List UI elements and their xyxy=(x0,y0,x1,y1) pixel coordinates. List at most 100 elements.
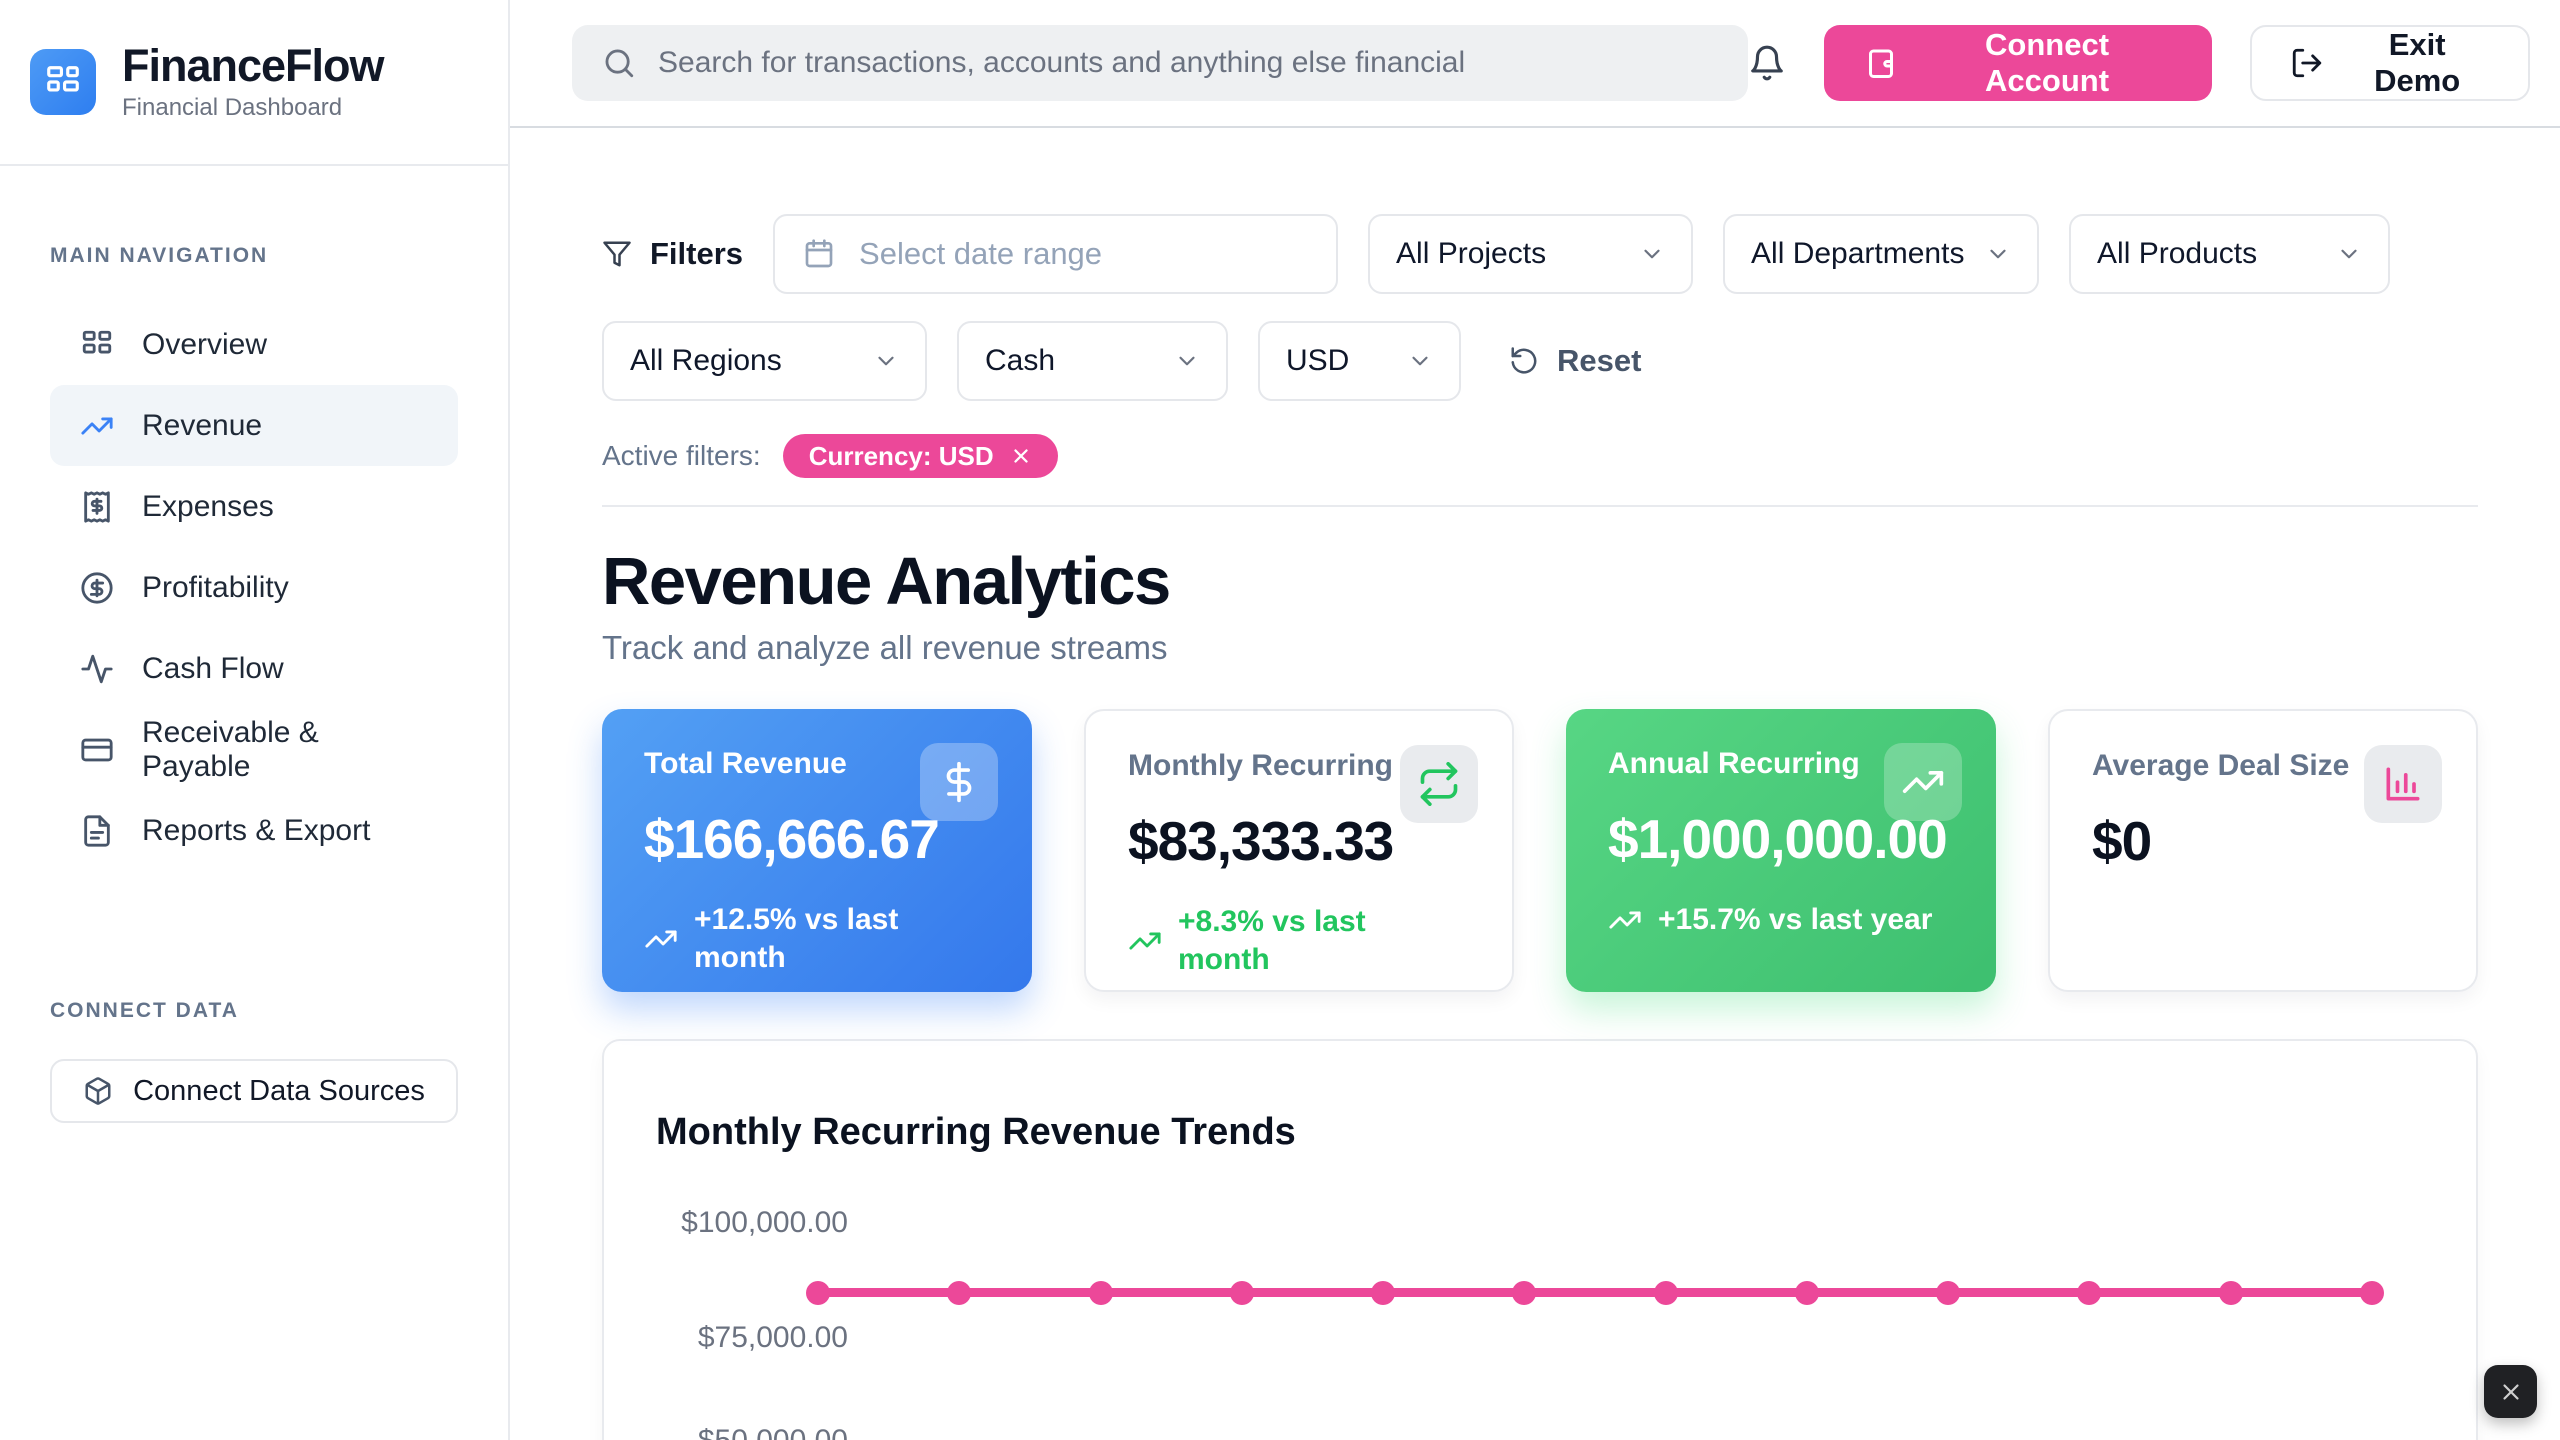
filter-chip-currency[interactable]: Currency: USD xyxy=(782,434,1058,478)
regions-select-value: All Regions xyxy=(630,344,782,377)
sidebar-item-reports-export[interactable]: Reports & Export xyxy=(50,790,458,871)
active-filters-label: Active filters: xyxy=(602,440,761,471)
metric-card-average-deal-size: Average Deal Size $0 xyxy=(2048,709,2478,993)
currency-select-value: USD xyxy=(1286,344,1350,377)
chart-title: Monthly Recurring Revenue Trends xyxy=(656,1111,1296,1154)
metric-card-monthly-recurring: Monthly Recurring $83,333.33 +8.3% vs la… xyxy=(1084,709,1514,993)
sidebar-item-label: Expenses xyxy=(142,489,274,523)
filters-row-1: Filters Select date range All Projects A… xyxy=(602,214,2478,294)
products-select[interactable]: All Products xyxy=(2069,214,2391,294)
funnel-icon xyxy=(602,239,632,269)
projects-select[interactable]: All Projects xyxy=(1368,214,1694,294)
sidebar: FinanceFlow Financial Dashboard MAIN NAV… xyxy=(0,0,510,1440)
sidebar-item-cash-flow[interactable]: Cash Flow xyxy=(50,628,458,709)
trending-up-icon xyxy=(644,922,678,956)
y-axis-tick: $50,000.00 xyxy=(656,1424,848,1440)
departments-select-value: All Departments xyxy=(1751,237,1965,270)
search-input[interactable] xyxy=(658,46,1718,80)
connect-account-label: Connect Account xyxy=(1985,27,2110,98)
metric-change: +8.3% vs last month xyxy=(1128,903,1470,978)
chart-point xyxy=(2077,1280,2102,1305)
chart-point xyxy=(1653,1280,1678,1305)
reset-filters-button[interactable]: Reset xyxy=(1509,343,1641,379)
notifications-button[interactable] xyxy=(1748,44,1786,82)
close-overlay-button[interactable] xyxy=(2484,1365,2537,1418)
metric-value: $83,333.33 xyxy=(1128,810,1394,873)
chart-line xyxy=(818,1288,2372,1298)
metric-label: Total Revenue xyxy=(644,747,847,781)
chart-point xyxy=(1229,1280,1254,1305)
rotate-ccw-icon xyxy=(1509,346,1539,376)
chevron-down-icon xyxy=(2336,241,2362,267)
chart-point xyxy=(1936,1280,1961,1305)
box-icon xyxy=(83,1076,113,1106)
metric-value: $166,666.67 xyxy=(644,808,940,871)
y-axis-tick: $75,000.00 xyxy=(697,1321,848,1355)
trending-up-icon xyxy=(1128,924,1162,958)
products-select-value: All Products xyxy=(2097,237,2258,270)
nav-section-title: MAIN NAVIGATION xyxy=(50,244,269,267)
payment-type-select-value: Cash xyxy=(985,344,1056,377)
sidebar-item-label: Revenue xyxy=(142,408,263,442)
currency-select[interactable]: USD xyxy=(1258,321,1461,401)
dashboard-grid-icon xyxy=(80,328,114,362)
departments-select[interactable]: All Departments xyxy=(1723,214,2040,294)
metric-change: +15.7% vs last year xyxy=(1608,901,1954,939)
payment-type-select[interactable]: Cash xyxy=(957,321,1228,401)
main-navigation: MAIN NAVIGATION Overview Revenue Expense… xyxy=(0,166,508,871)
chip-close-icon[interactable] xyxy=(1010,445,1032,467)
bell-icon xyxy=(1748,44,1786,82)
filters-row-2: All Regions Cash USD Reset xyxy=(602,321,2478,401)
projects-select-value: All Projects xyxy=(1396,237,1547,270)
connect-data-sources-label: Connect Data Sources xyxy=(133,1074,425,1107)
repeat-icon xyxy=(1400,745,1478,824)
metric-label: Annual Recurring xyxy=(1608,747,1860,781)
reset-label: Reset xyxy=(1557,343,1642,378)
page-title: Revenue Analytics xyxy=(602,544,1171,619)
metric-cards: Total Revenue $166,666.67 +12.5% vs last… xyxy=(602,709,2478,993)
sidebar-item-expenses[interactable]: Expenses xyxy=(50,466,458,547)
brand-tagline: Financial Dashboard xyxy=(122,93,343,121)
search-icon xyxy=(602,46,636,80)
chart-line-track xyxy=(806,1280,2384,1305)
topbar: Connect Account Exit Demo xyxy=(510,0,2560,128)
connect-section-title: CONNECT DATA xyxy=(50,999,239,1022)
global-search xyxy=(572,25,1748,101)
chart-point xyxy=(2218,1280,2243,1305)
filter-chip-label: Currency: USD xyxy=(808,440,994,471)
section-divider xyxy=(602,505,2478,507)
chart-point xyxy=(947,1280,972,1305)
regions-select[interactable]: All Regions xyxy=(602,321,927,401)
bar-chart-icon xyxy=(2364,745,2442,824)
receipt-icon xyxy=(80,490,114,524)
sidebar-item-overview[interactable]: Overview xyxy=(50,304,458,385)
chart-point xyxy=(2360,1280,2384,1305)
chevron-down-icon xyxy=(873,348,899,374)
sidebar-item-profitability[interactable]: Profitability xyxy=(50,547,458,628)
y-axis-tick: $100,000.00 xyxy=(681,1206,848,1240)
chart-point xyxy=(806,1280,830,1305)
sidebar-item-revenue[interactable]: Revenue xyxy=(50,385,458,466)
app-logo xyxy=(30,49,96,115)
sidebar-item-receivable-payable[interactable]: Receivable & Payable xyxy=(50,709,458,790)
exit-demo-button[interactable]: Exit Demo xyxy=(2250,25,2530,101)
chevron-down-icon xyxy=(1639,241,1665,267)
metric-card-annual-recurring: Annual Recurring $1,000,000.00 +15.7% vs… xyxy=(1566,709,1996,993)
connect-data-sources-button[interactable]: Connect Data Sources xyxy=(50,1059,458,1123)
main-column: Connect Account Exit Demo Filters Select… xyxy=(510,0,2560,1440)
content: Filters Select date range All Projects A… xyxy=(510,128,2560,1440)
metric-change: +12.5% vs last month xyxy=(644,901,990,976)
connect-account-button[interactable]: Connect Account xyxy=(1823,25,2213,101)
chevron-down-icon xyxy=(1407,348,1433,374)
date-range-input[interactable]: Select date range xyxy=(773,214,1339,294)
sidebar-item-label: Cash Flow xyxy=(142,651,284,685)
sidebar-item-label: Receivable & Payable xyxy=(142,715,319,783)
log-out-icon xyxy=(2290,46,2324,80)
chart-point xyxy=(1371,1280,1396,1305)
credit-card-icon xyxy=(80,733,114,767)
chart-point xyxy=(1512,1280,1537,1305)
chevron-down-icon xyxy=(1174,348,1200,374)
chart-point xyxy=(1088,1280,1113,1305)
close-icon xyxy=(2498,1379,2524,1405)
exit-demo-label: Exit Demo xyxy=(2374,27,2461,98)
